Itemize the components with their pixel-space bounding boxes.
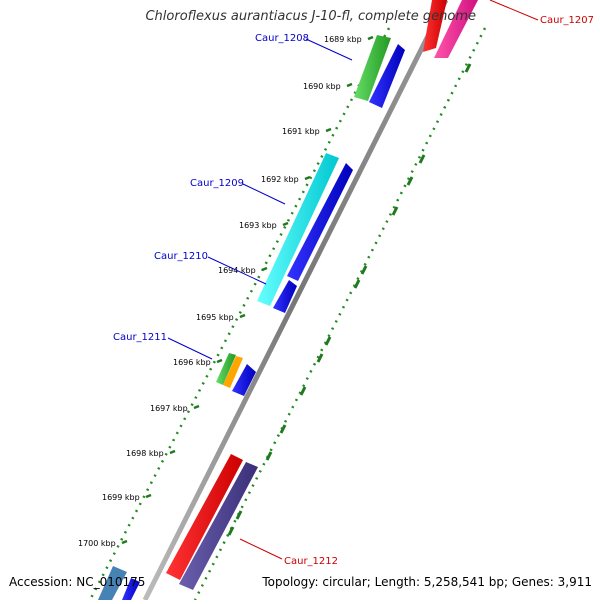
label-leaders xyxy=(167,0,539,560)
gene-labels: Caur_1208 Caur_1209 Caur_1210 Caur_1211 … xyxy=(113,15,594,567)
gene-blue-2[interactable] xyxy=(287,163,353,281)
gene-caur-1209[interactable] xyxy=(257,153,339,306)
gene-blue-3[interactable] xyxy=(232,364,256,396)
tick-mark xyxy=(216,358,223,364)
tick-label: 1695 kbp xyxy=(196,313,234,322)
tick-label: 1696 kbp xyxy=(173,358,211,367)
gene-pink[interactable] xyxy=(434,0,478,58)
gene-blue-1[interactable] xyxy=(369,44,405,108)
gene-caur-1208[interactable] xyxy=(354,35,391,101)
gene-caur-1212[interactable] xyxy=(166,454,243,580)
tick-mark xyxy=(367,35,374,41)
tick-label: 1693 kbp xyxy=(239,221,277,230)
tick-mark xyxy=(169,449,176,455)
tick-mark xyxy=(346,82,353,88)
tick-label: 1692 kbp xyxy=(261,175,299,184)
gene-caur-1211-orange[interactable] xyxy=(223,356,243,388)
accession-text: Accession: NC_010175 xyxy=(9,575,146,589)
tick-label: 1689 kbp xyxy=(324,35,362,44)
gene-steel[interactable] xyxy=(98,566,127,600)
map-title: Chloroflexus aurantiacus J-10-fl, comple… xyxy=(145,9,476,24)
tick-label: 1697 kbp xyxy=(150,404,188,413)
gene-label-caur-1211[interactable]: Caur_1211 xyxy=(113,332,167,343)
tick-mark xyxy=(193,404,200,410)
genome-backbone xyxy=(142,0,449,602)
gene-label-caur-1212[interactable]: Caur_1212 xyxy=(284,556,338,567)
tick-mark xyxy=(239,313,246,319)
tick-label: 1691 kbp xyxy=(282,127,320,136)
gene-label-caur-1208[interactable]: Caur_1208 xyxy=(255,33,309,44)
gene-features xyxy=(98,0,478,600)
gc-track-inner xyxy=(88,27,391,601)
tick-mark xyxy=(145,493,152,499)
gene-caur-1210[interactable] xyxy=(273,280,297,313)
tick-label: 1700 kbp xyxy=(78,539,116,548)
tick-mark xyxy=(261,266,268,272)
tick-label: 1698 kbp xyxy=(126,449,164,458)
tick-label: 1690 kbp xyxy=(303,82,341,91)
gene-blue-4[interactable] xyxy=(122,578,140,600)
gene-label-caur-1207[interactable]: Caur_1207 xyxy=(540,15,594,26)
gene-slate[interactable] xyxy=(179,462,258,590)
gene-caur-1207[interactable] xyxy=(423,0,447,52)
gene-label-caur-1209[interactable]: Caur_1209 xyxy=(190,178,244,189)
tick-mark xyxy=(325,127,332,133)
tick-label: 1699 kbp xyxy=(102,493,140,502)
gc-track-outer xyxy=(193,27,487,601)
tick-mark xyxy=(304,175,311,181)
gc-marks xyxy=(227,63,472,536)
gene-caur-1211-green[interactable] xyxy=(216,353,236,385)
tick-mark xyxy=(121,539,128,545)
gene-label-caur-1210[interactable]: Caur_1210 xyxy=(154,251,208,262)
tick-mark xyxy=(282,221,289,227)
topology-text: Topology: circular; Length: 5,258,541 bp… xyxy=(262,575,592,589)
